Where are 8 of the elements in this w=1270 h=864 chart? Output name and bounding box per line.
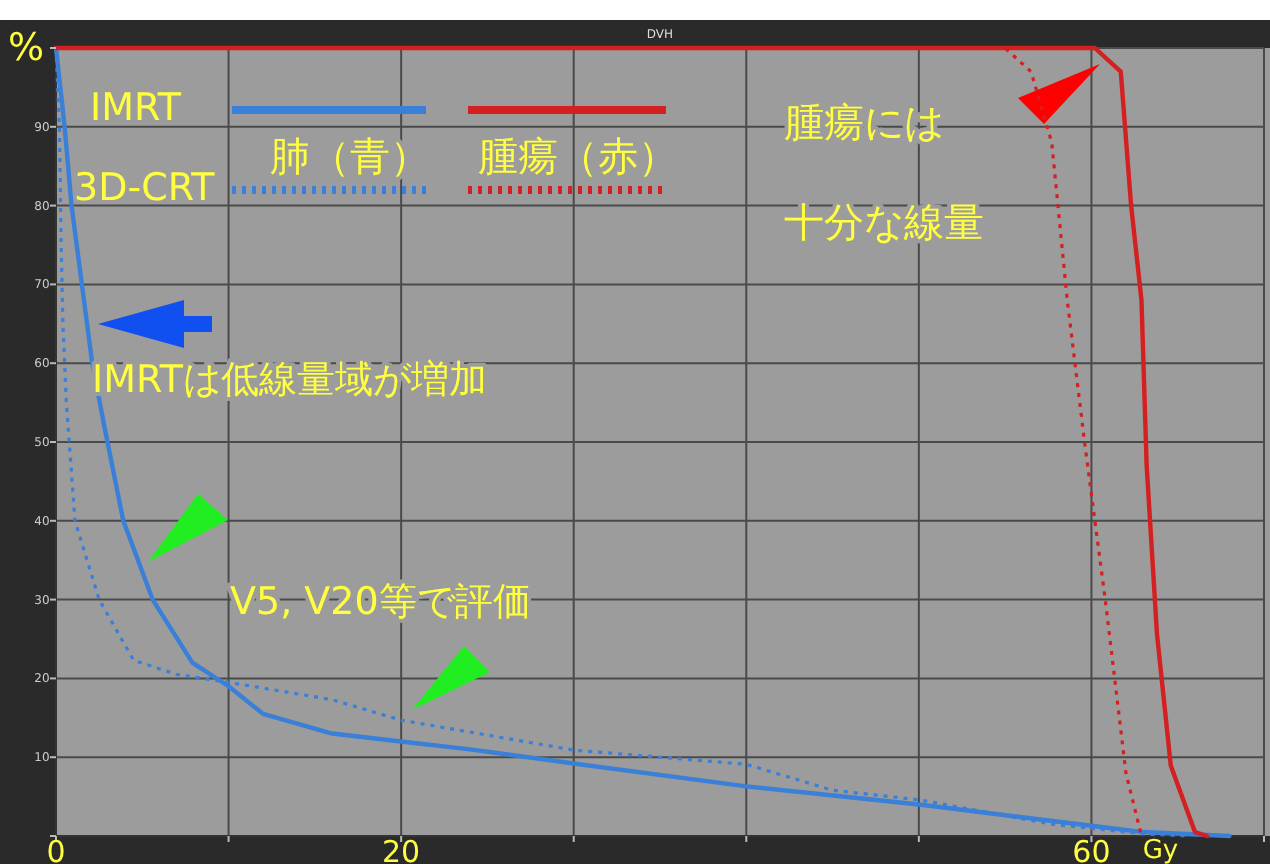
x-tick-label: 0 xyxy=(46,834,66,864)
annotation: 3D-CRT xyxy=(74,166,216,210)
x-tick-label: 20 xyxy=(382,834,421,864)
x-axis-title: Gy xyxy=(1142,836,1179,864)
annotation: IMRT xyxy=(90,86,182,130)
y-axis-title: % xyxy=(7,26,45,70)
x-tick-label: 60 xyxy=(1072,834,1111,864)
annotation: 腫瘍（赤） xyxy=(478,132,678,180)
